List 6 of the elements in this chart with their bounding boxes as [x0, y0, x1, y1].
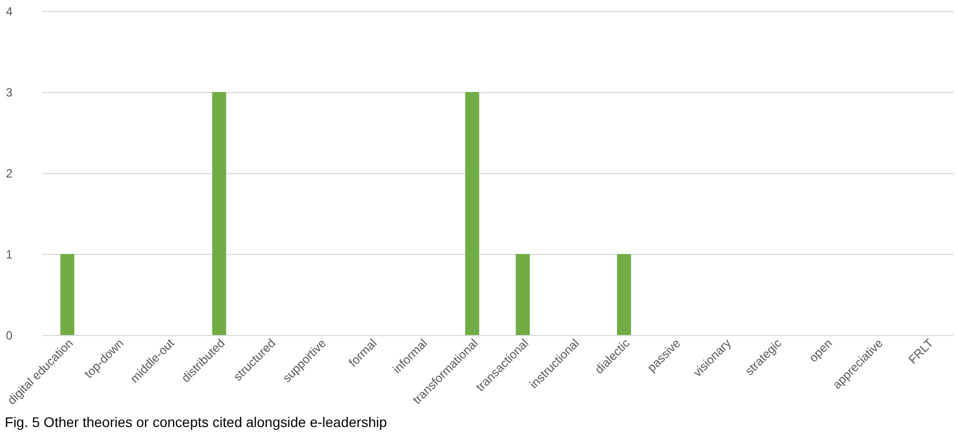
y-tick-label: 4: [6, 4, 13, 18]
y-tick-label: 0: [6, 328, 13, 342]
y-tick-label: 1: [6, 248, 13, 262]
text: Fig. 5 Other theories or concepts cited alongside e-leadership: [4, 414, 388, 430]
y-tick-label: 3: [6, 86, 13, 100]
y-tick-label: 2: [6, 166, 13, 180]
